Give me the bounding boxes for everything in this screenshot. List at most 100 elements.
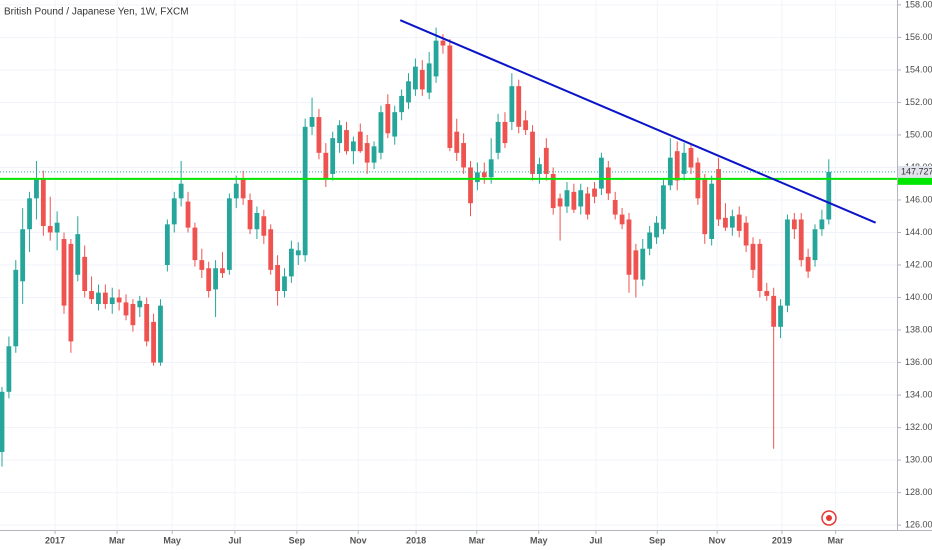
x-tick-label: May xyxy=(530,535,548,545)
candle-body xyxy=(619,214,625,225)
candle-body xyxy=(702,178,708,235)
x-tick-label: 2018 xyxy=(406,535,426,545)
candle-body xyxy=(109,297,115,305)
x-tick-label: Sep xyxy=(289,535,306,545)
candle-body xyxy=(27,198,32,230)
x-tick-label: 2017 xyxy=(45,535,65,545)
candle-body xyxy=(771,295,777,327)
candle-body xyxy=(116,297,122,303)
y-tick-label: 156.000 xyxy=(905,32,932,42)
y-tick-label: 126.000 xyxy=(905,519,932,529)
candle-body xyxy=(757,243,763,292)
candle-body xyxy=(475,172,480,183)
candle-body xyxy=(20,229,26,282)
x-tick-label: Mar xyxy=(109,535,126,545)
candle-body xyxy=(709,183,715,239)
candle-body xyxy=(240,178,246,199)
candle-body xyxy=(819,219,825,230)
candle-body xyxy=(640,248,646,280)
candle-body xyxy=(144,304,150,342)
candle-body xyxy=(357,131,363,152)
y-tick-label: 144.000 xyxy=(905,227,932,237)
candle-body xyxy=(61,238,67,306)
candle-body xyxy=(736,214,742,231)
candle-body xyxy=(123,302,129,316)
candle-body xyxy=(578,190,584,207)
candle-body xyxy=(282,276,287,292)
candle-body xyxy=(785,219,790,306)
candle-body xyxy=(206,268,212,292)
candle-body xyxy=(419,69,425,90)
candle-body xyxy=(185,201,191,228)
candle-body xyxy=(213,268,218,290)
y-tick-label: 130.000 xyxy=(905,454,932,464)
candle-body xyxy=(798,219,804,261)
candle-body xyxy=(585,193,591,215)
y-tick-label: 140.000 xyxy=(905,292,932,302)
y-tick-label: 154.000 xyxy=(905,64,932,74)
y-tick-label: 146.000 xyxy=(905,194,932,204)
candle-body xyxy=(612,199,618,215)
candle-body xyxy=(812,229,818,261)
candle-body xyxy=(399,95,405,113)
candle-body xyxy=(502,121,508,144)
candle-body xyxy=(34,178,39,199)
candle-body xyxy=(392,112,398,137)
logo xyxy=(821,510,837,526)
candle-body xyxy=(337,125,343,144)
candle-body xyxy=(791,219,797,230)
candle-body xyxy=(729,216,735,228)
candle-body xyxy=(509,86,515,122)
y-tick-label: 158.000 xyxy=(905,0,932,9)
x-tick-label: Nov xyxy=(709,535,726,545)
candle-body xyxy=(688,147,694,168)
candle-body xyxy=(247,199,253,230)
x-tick-label: Jul xyxy=(228,535,241,545)
candle-body xyxy=(47,225,53,233)
x-tick-label: Jul xyxy=(589,535,602,545)
candle-body xyxy=(323,152,329,179)
candle-body xyxy=(488,159,494,178)
candle-body xyxy=(495,121,501,153)
candle-body xyxy=(89,291,94,300)
candle-body xyxy=(164,224,170,265)
candle-body xyxy=(599,157,604,189)
candle-body xyxy=(275,265,280,292)
axes: 126.000 128.000 130.000 132.000 134.000 136.0… xyxy=(45,0,932,545)
candle-body xyxy=(302,126,308,256)
candle-body xyxy=(171,198,177,225)
candle-body xyxy=(654,222,659,238)
candle-body xyxy=(543,147,549,174)
candle-body xyxy=(6,346,12,392)
plot-area xyxy=(0,19,897,467)
candle-body xyxy=(723,217,728,228)
candle-body xyxy=(54,222,60,233)
candle-body xyxy=(309,117,315,127)
candle-body xyxy=(75,234,81,275)
candle-body xyxy=(350,141,356,152)
candle-body xyxy=(13,269,19,347)
candle-body xyxy=(268,229,274,270)
candle-body xyxy=(385,104,391,134)
candle-body xyxy=(764,291,770,296)
candle-body xyxy=(199,260,205,270)
candle-body xyxy=(440,40,446,46)
y-tick-label: 134.000 xyxy=(905,389,932,399)
y-tick-label: 128.000 xyxy=(905,487,932,497)
y-tick-label: 150.000 xyxy=(905,129,932,139)
candle-body xyxy=(661,185,666,230)
candle-body xyxy=(96,292,101,305)
candle-body xyxy=(192,227,198,261)
candle-body xyxy=(412,66,418,90)
x-tick-label: Mar xyxy=(828,535,845,545)
candle-body xyxy=(316,117,322,153)
candle-body xyxy=(695,162,701,199)
candle-body xyxy=(681,152,687,174)
candle-body xyxy=(564,190,570,207)
candle-body xyxy=(344,130,349,152)
candle-body xyxy=(516,86,522,127)
x-tick-label: 2019 xyxy=(772,535,792,545)
candle-body xyxy=(233,183,239,199)
